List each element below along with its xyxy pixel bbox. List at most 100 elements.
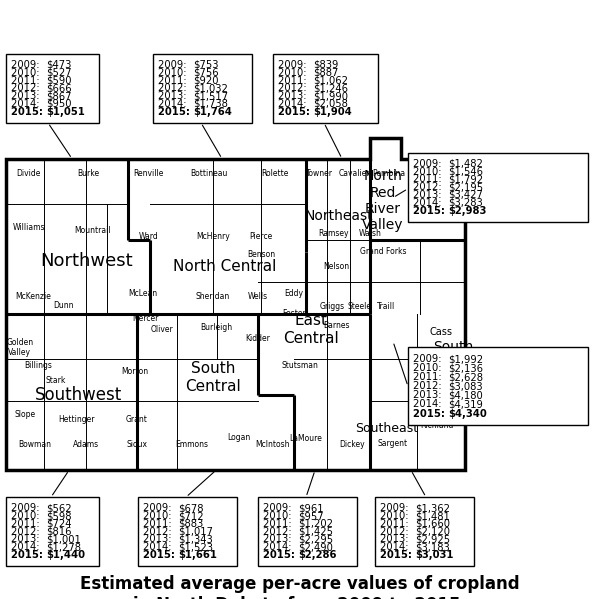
- Text: South
Central: South Central: [185, 361, 241, 394]
- Text: 2011:: 2011:: [11, 75, 43, 86]
- Text: $1,278: $1,278: [46, 542, 81, 552]
- Text: $1,343: $1,343: [178, 534, 213, 544]
- Text: 2015:: 2015:: [380, 550, 415, 560]
- Text: LaMoure: LaMoure: [290, 434, 322, 443]
- Text: 2011:: 2011:: [278, 75, 310, 86]
- Text: Billings: Billings: [24, 361, 52, 370]
- Text: $961: $961: [298, 503, 324, 513]
- Text: Hettinger: Hettinger: [59, 415, 95, 424]
- Text: 2009:: 2009:: [263, 503, 295, 513]
- Text: Walsh: Walsh: [359, 229, 382, 238]
- Text: $1,202: $1,202: [298, 519, 333, 529]
- Text: $3,031: $3,031: [415, 550, 454, 560]
- Text: 2014:: 2014:: [11, 542, 43, 552]
- Text: Emmons: Emmons: [176, 440, 209, 449]
- Text: $1,660: $1,660: [415, 519, 450, 529]
- Text: 2009:: 2009:: [143, 503, 175, 513]
- Text: $1,440: $1,440: [46, 550, 85, 560]
- Text: Traill: Traill: [377, 302, 395, 311]
- Text: $1,738: $1,738: [193, 99, 228, 109]
- Text: 2014:: 2014:: [158, 99, 190, 109]
- Text: Foster: Foster: [282, 308, 306, 318]
- Text: $4,340: $4,340: [448, 409, 487, 419]
- Text: $3,283: $3,283: [448, 198, 483, 208]
- Text: Steele: Steele: [348, 302, 372, 311]
- FancyBboxPatch shape: [258, 497, 357, 566]
- Text: $1,904: $1,904: [313, 107, 352, 117]
- Text: 2014:: 2014:: [11, 99, 43, 109]
- Text: $950: $950: [46, 99, 72, 109]
- Text: Sargent: Sargent: [378, 438, 408, 448]
- Text: 2009:: 2009:: [413, 159, 445, 169]
- Text: Renville: Renville: [134, 169, 164, 179]
- Text: $867: $867: [46, 91, 72, 101]
- Text: Golden
Valley: Golden Valley: [6, 338, 34, 357]
- Text: 2014:: 2014:: [413, 400, 445, 410]
- Text: Southeast: Southeast: [355, 422, 419, 435]
- Text: 2010:: 2010:: [263, 511, 295, 521]
- Text: Northeast: Northeast: [305, 208, 373, 223]
- Text: $1,032: $1,032: [193, 83, 228, 93]
- Polygon shape: [6, 138, 465, 470]
- FancyBboxPatch shape: [273, 54, 378, 123]
- Text: North Central: North Central: [173, 259, 277, 274]
- Text: Mountrail: Mountrail: [74, 226, 112, 235]
- Text: $1,001: $1,001: [46, 534, 81, 544]
- Text: 2015:: 2015:: [278, 107, 313, 117]
- Text: Divide: Divide: [17, 169, 41, 179]
- Text: $666: $666: [46, 83, 72, 93]
- Text: 2010:: 2010:: [11, 511, 43, 521]
- Text: South
Red
River
Valley: South Red River Valley: [432, 340, 474, 403]
- Text: $2,628: $2,628: [448, 373, 483, 382]
- Text: 2015:: 2015:: [263, 550, 298, 560]
- Text: Slope: Slope: [14, 410, 36, 419]
- Text: Bottineau: Bottineau: [190, 169, 227, 179]
- Text: Dickey: Dickey: [340, 440, 365, 449]
- Text: Barnes: Barnes: [323, 320, 349, 330]
- Text: 2013:: 2013:: [380, 534, 412, 544]
- FancyBboxPatch shape: [6, 54, 99, 123]
- Text: Burleigh: Burleigh: [200, 323, 232, 332]
- Text: Morton: Morton: [121, 367, 149, 376]
- Text: $4,319: $4,319: [448, 400, 483, 410]
- Text: Stark: Stark: [46, 376, 66, 385]
- Text: 2009:: 2009:: [158, 60, 190, 70]
- Text: 2010:: 2010:: [143, 511, 175, 521]
- Text: $1,792: $1,792: [448, 174, 484, 184]
- Text: $2,195: $2,195: [448, 182, 484, 192]
- Text: 2015:: 2015:: [11, 550, 46, 560]
- Text: Ransom: Ransom: [407, 392, 439, 401]
- Text: 2015:: 2015:: [143, 550, 178, 560]
- Text: $4,180: $4,180: [448, 391, 483, 400]
- Text: 2013:: 2013:: [413, 391, 445, 400]
- Text: Oliver: Oliver: [151, 325, 173, 334]
- Text: Logan: Logan: [227, 432, 250, 442]
- Text: $2,983: $2,983: [448, 205, 487, 216]
- Text: $1,546: $1,546: [448, 167, 483, 177]
- Text: 2010:: 2010:: [413, 363, 445, 373]
- Text: 2011:: 2011:: [158, 75, 190, 86]
- Text: $3,083: $3,083: [448, 382, 483, 391]
- Text: 2011:: 2011:: [380, 519, 412, 529]
- Text: $1,764: $1,764: [193, 107, 232, 117]
- Text: Kidder: Kidder: [245, 334, 271, 343]
- Text: Grant: Grant: [126, 415, 148, 424]
- Text: Benson: Benson: [247, 250, 275, 259]
- Text: 2013:: 2013:: [11, 534, 43, 544]
- Text: 2010:: 2010:: [380, 511, 412, 521]
- Text: 2013:: 2013:: [158, 91, 190, 101]
- Text: $3,427: $3,427: [448, 190, 483, 200]
- Text: Mercer: Mercer: [133, 314, 159, 323]
- Text: 2012:: 2012:: [158, 83, 190, 93]
- Text: Dunn: Dunn: [53, 301, 73, 310]
- Text: Pembina: Pembina: [372, 169, 406, 179]
- Text: McKenzie: McKenzie: [15, 292, 51, 301]
- Text: $2,295: $2,295: [298, 534, 334, 544]
- Text: Nelson: Nelson: [323, 262, 349, 271]
- Text: Adams: Adams: [73, 440, 99, 449]
- Text: $724: $724: [46, 519, 72, 529]
- Text: North
Red
River
Valley: North Red River Valley: [362, 170, 404, 232]
- Text: Cavalier: Cavalier: [338, 169, 370, 179]
- Text: 2013:: 2013:: [278, 91, 310, 101]
- Text: $3,183: $3,183: [415, 542, 450, 552]
